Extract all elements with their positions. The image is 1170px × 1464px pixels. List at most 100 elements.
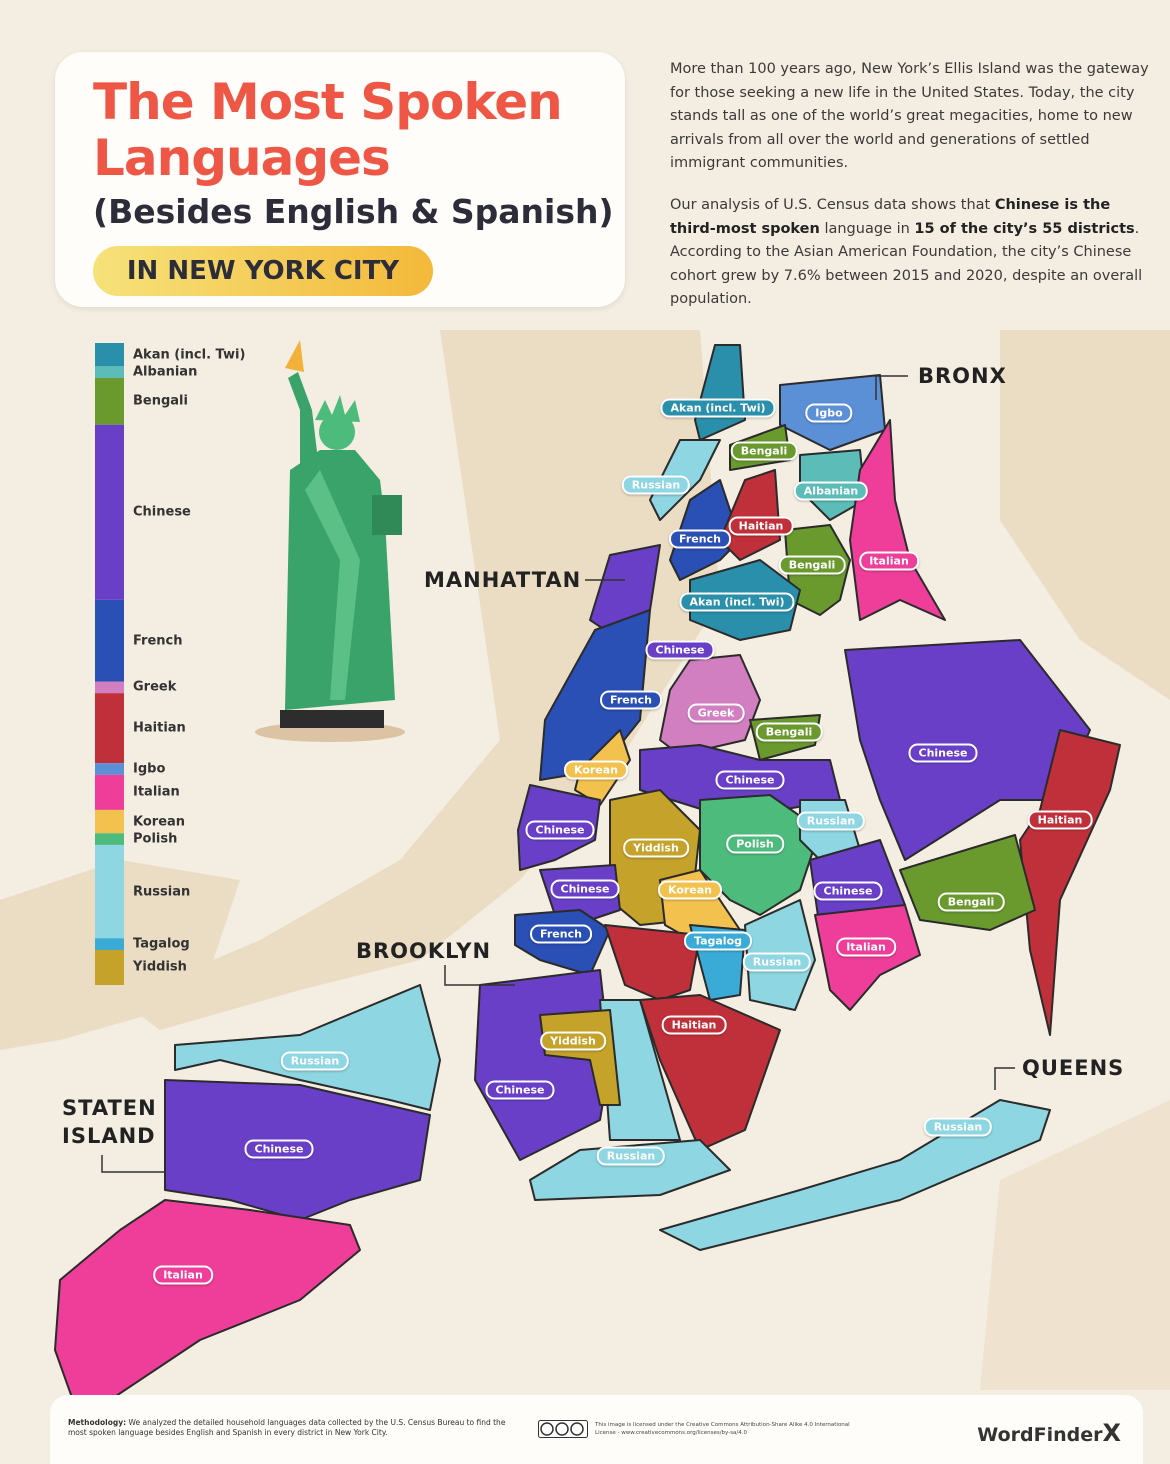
legend-label: Albanian: [133, 364, 198, 380]
intro-paragraph: Our analysis of U.S. Census data shows t…: [670, 194, 1150, 312]
legend-segment: [95, 774, 124, 810]
borough-label: STATEN ISLAND: [62, 1096, 157, 1148]
title-line: The Most Spoken: [93, 73, 563, 131]
district-label: Russian: [596, 1146, 666, 1166]
district: [699, 794, 821, 916]
district-label: Korean: [563, 760, 629, 780]
district-label: Italian: [859, 551, 919, 571]
district-label: Greek: [687, 703, 745, 723]
intro-paragraph: More than 100 years ago, New York’s Elli…: [670, 61, 1149, 172]
district-label: Albanian: [793, 481, 869, 501]
methodology: Methodology: We analyzed the detailed ho…: [68, 1418, 518, 1438]
legend-label: Italian: [133, 784, 180, 800]
cc-icon: [540, 1422, 554, 1436]
statue-arm: [288, 372, 318, 480]
intro-run: Chinese is the third-most spoken: [670, 197, 1111, 237]
district-label: Chinese: [908, 743, 978, 763]
subtitle: (Besides English & Spanish): [93, 192, 614, 231]
legend-segment: [95, 809, 124, 834]
intro-run: . According to the Asian American Founda…: [670, 220, 1143, 308]
cc-icon: [570, 1422, 584, 1436]
leader-line: [444, 965, 515, 986]
legend-label: Korean: [133, 814, 186, 830]
district: [529, 1139, 731, 1201]
legend-segment: [95, 763, 124, 775]
land: [120, 330, 720, 1030]
district-label: Tagalog: [683, 931, 753, 951]
district-label: Polish: [726, 834, 784, 854]
legend-segment: [95, 833, 124, 845]
legend-segment: [95, 844, 124, 939]
methodology-label: Methodology:: [68, 1418, 127, 1427]
borough-label: MANHATTAN: [424, 568, 582, 592]
legend-label: Bengali: [133, 393, 188, 409]
legend-label: Haitian: [133, 720, 186, 736]
legend-segment: [95, 424, 124, 600]
district-label: Chinese: [525, 820, 595, 840]
district-label: Bengali: [730, 441, 798, 461]
land: [1000, 330, 1170, 700]
brand: WordFinderX: [977, 1419, 1121, 1447]
legend-label: French: [133, 633, 183, 649]
district-label: French: [600, 690, 662, 710]
cc-icon: [555, 1422, 569, 1436]
methodology-text: We analyzed the detailed household langu…: [68, 1418, 506, 1437]
leader-line: [994, 1067, 1015, 1090]
district-label: Russian: [796, 811, 866, 831]
statue-of-liberty: [255, 340, 405, 742]
district: [174, 984, 441, 1111]
legend-label: Chinese: [133, 504, 191, 520]
district: [694, 344, 746, 441]
borough-label: BRONX: [918, 364, 1007, 388]
title-box: The Most Spoken Languages (Besides Engli…: [55, 52, 625, 307]
district-label: Korean: [657, 880, 723, 900]
district: [849, 419, 946, 621]
district-label: Akan (incl. Twi): [660, 398, 776, 418]
legend-label: Tagalog: [133, 936, 190, 952]
district-label: Bengali: [755, 722, 823, 742]
legend-segment: [95, 949, 124, 985]
legend-label: Russian: [133, 884, 191, 900]
district-label: Russian: [280, 1051, 350, 1071]
legend-bar: [95, 343, 124, 985]
statue-tablet: [372, 495, 402, 535]
license: This image is licensed under the Creativ…: [595, 1422, 850, 1436]
statue-torch: [285, 340, 304, 372]
district-label: Russian: [923, 1117, 993, 1137]
legend-segment: [95, 681, 124, 694]
district-label: French: [669, 529, 731, 549]
district-label: Haitian: [661, 1015, 727, 1035]
district-label: Haitian: [728, 516, 794, 536]
district-label: Yiddish: [540, 1031, 606, 1051]
district-label: Haitian: [1027, 810, 1093, 830]
leader-line: [101, 1155, 165, 1173]
title-line: Languages: [93, 129, 391, 187]
district: [659, 1099, 1051, 1251]
footer: Methodology: We analyzed the detailed ho…: [50, 1395, 1143, 1464]
district: [814, 904, 921, 1011]
district-label: Bengali: [778, 555, 846, 575]
district: [604, 924, 701, 1001]
statue-head: [319, 414, 355, 450]
legend-label: Akan (incl. Twi): [133, 347, 246, 363]
leader-line: [875, 375, 908, 400]
district-label: Chinese: [550, 879, 620, 899]
district-label: Italian: [153, 1265, 213, 1285]
legend-label: Polish: [133, 831, 178, 847]
district: [474, 969, 611, 1161]
leader-lines: [101, 375, 1015, 1173]
statue-base: [280, 710, 384, 728]
district-label: French: [530, 924, 592, 944]
statue-highlight: [305, 470, 360, 700]
district-label: Chinese: [645, 640, 715, 660]
legend-segment: [95, 938, 124, 950]
intro-run: 15 of the city’s 55 districts: [914, 220, 1135, 237]
legend-segment: [95, 599, 124, 682]
land: [980, 1100, 1170, 1390]
land: [0, 330, 1170, 1390]
district-label: Russian: [742, 952, 812, 972]
district: [54, 1199, 361, 1421]
district-label: Chinese: [813, 881, 883, 901]
borough-label: QUEENS: [1022, 1056, 1125, 1080]
